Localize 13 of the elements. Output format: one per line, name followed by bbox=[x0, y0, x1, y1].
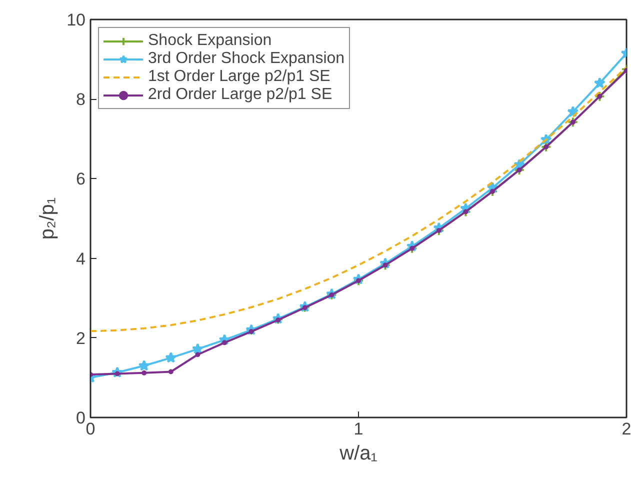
y-axis-title: p₂/p₁ bbox=[36, 197, 59, 240]
x-tick-label: 1 bbox=[354, 420, 364, 438]
y-tick-label: 8 bbox=[76, 90, 86, 110]
legend-label: 3rd Order Shock Expansion bbox=[148, 50, 345, 68]
x-tick-label: 2 bbox=[622, 420, 631, 438]
y-tick-label: 4 bbox=[76, 249, 86, 268]
legend-label: Shock Expansion bbox=[148, 32, 272, 50]
y-tick-label: 2 bbox=[76, 328, 86, 348]
y-tick-label: 10 bbox=[66, 10, 86, 30]
legend-label: 2rd Order Large p2/p1 SE bbox=[148, 86, 332, 104]
y-tick-label: 6 bbox=[76, 170, 86, 189]
legend-label: 1st Order Large p2/p1 SE bbox=[148, 68, 330, 86]
x-axis-title: w/a₁ bbox=[338, 442, 378, 464]
